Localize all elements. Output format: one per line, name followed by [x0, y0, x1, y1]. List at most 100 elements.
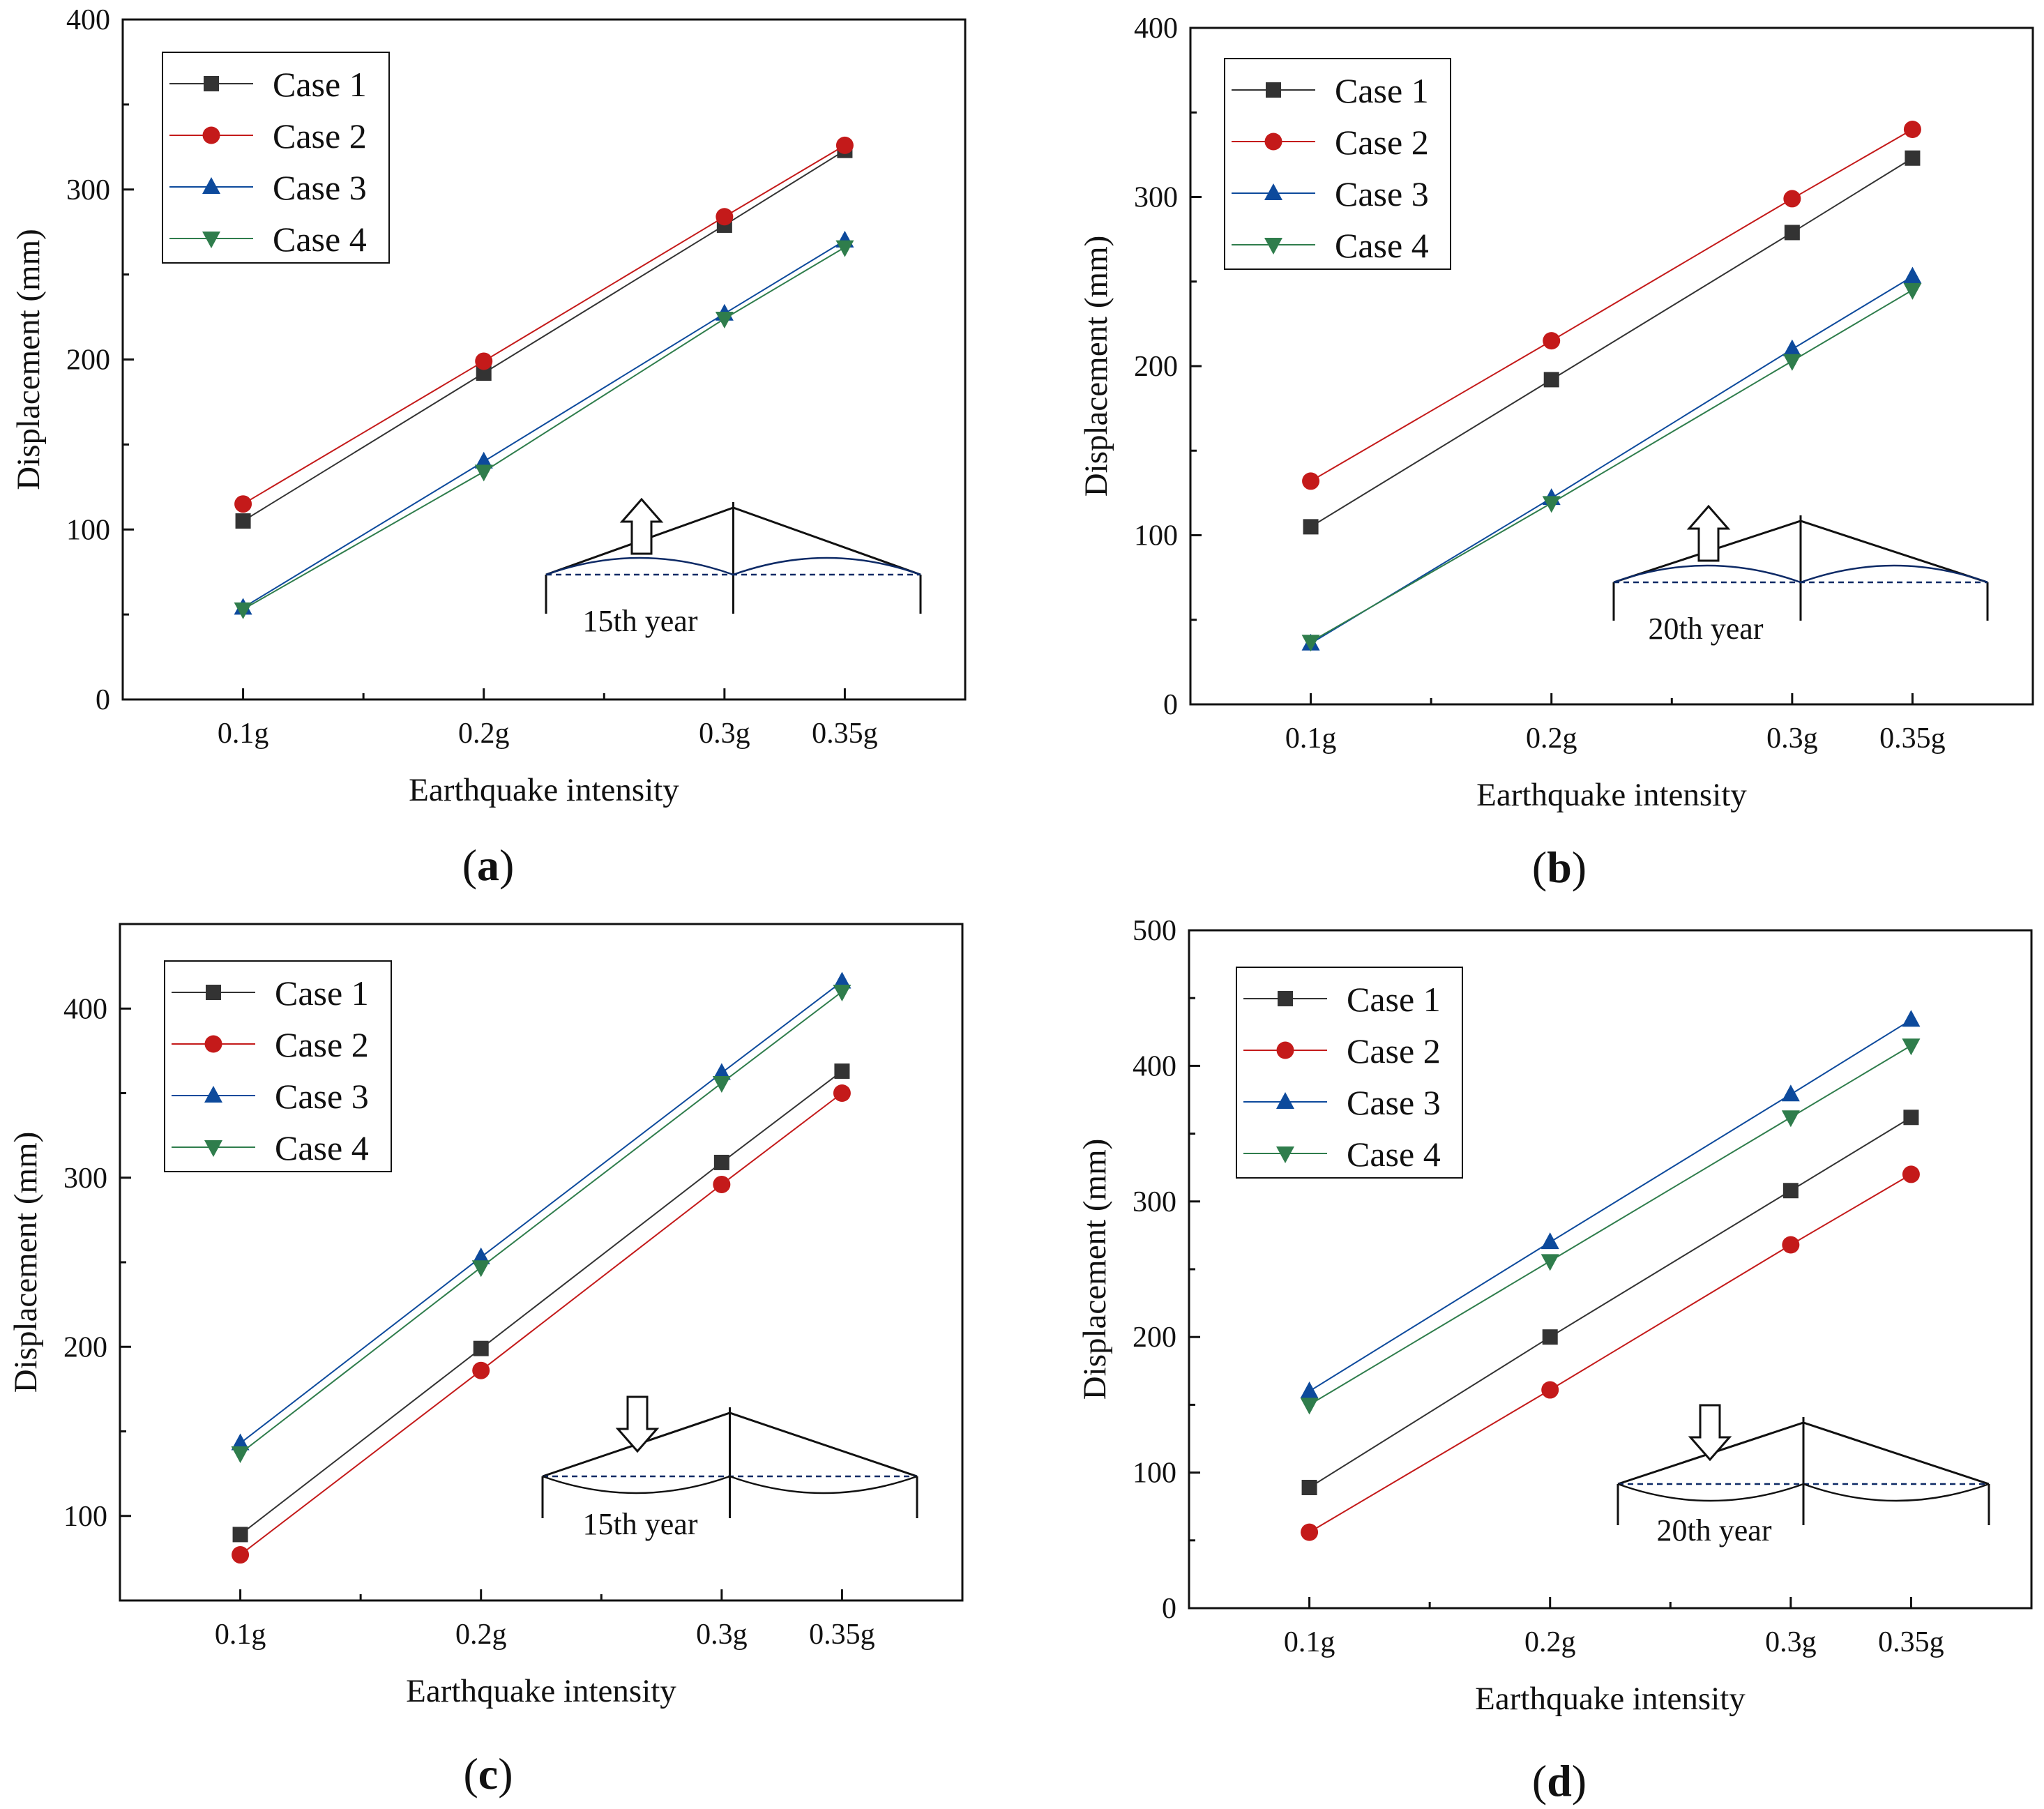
data-point-case-2 — [475, 352, 493, 370]
x-tick-label: 0.1g — [1284, 1626, 1335, 1658]
x-tick-label: 0.3g — [696, 1619, 748, 1651]
data-point-case-1 — [473, 1340, 489, 1356]
x-tick-label: 0.3g — [1765, 1626, 1817, 1658]
x-tick-label: 0.3g — [1766, 722, 1818, 755]
y-tick-label: 400 — [63, 993, 107, 1025]
x-tick-label: 0.35g — [809, 1619, 875, 1651]
series-line-case-2 — [1310, 128, 1913, 482]
series-line-case-4 — [243, 246, 845, 610]
legend-box — [164, 960, 392, 1172]
y-tick-label: 300 — [1134, 182, 1178, 214]
series-line-case-1 — [243, 149, 845, 522]
data-point-case-4 — [1301, 635, 1320, 652]
data-point-case-2 — [234, 495, 252, 513]
data-point-case-1 — [1543, 372, 1559, 388]
y-tick-label: 300 — [63, 1163, 107, 1195]
data-point-case-4 — [712, 1075, 731, 1093]
data-point-case-2 — [1302, 472, 1320, 490]
legend-marker — [1264, 238, 1282, 255]
data-point-case-2 — [1783, 190, 1801, 208]
legend-marker — [1276, 1041, 1294, 1059]
inset-label: 15th year — [583, 1507, 698, 1541]
panel-d: 0 100 200 300 400 500 0.1g 0.2g 0.3g 0.35g Earthqu… — [1077, 915, 2033, 1806]
data-point-case-2 — [835, 136, 854, 154]
y-tick-label: 0 — [96, 684, 110, 716]
legend-label: Case 1 — [1347, 980, 1441, 1019]
y-axis-title: Displacement (mm) — [1077, 1139, 1113, 1400]
data-point-case-3 — [712, 1063, 731, 1080]
legend-label: Case 4 — [273, 220, 367, 259]
inset-label: 20th year — [1657, 1513, 1772, 1547]
y-tick-label: 300 — [66, 174, 110, 206]
y-tick-label: 400 — [1134, 13, 1178, 45]
data-point-case-1 — [834, 1063, 850, 1079]
data-point-case-4 — [833, 985, 851, 1001]
data-point-case-3 — [1300, 1381, 1319, 1398]
legend-marker — [202, 177, 220, 194]
data-point-case-3 — [1781, 1084, 1800, 1102]
x-tick-label: 0.1g — [215, 1619, 266, 1651]
data-point-case-2 — [472, 1361, 490, 1379]
legend-marker — [204, 1086, 222, 1103]
y-tick-label: 100 — [66, 514, 110, 546]
series-line-case-4 — [239, 991, 843, 1454]
legend-label: Case 1 — [1335, 71, 1429, 110]
data-point-case-1 — [1905, 150, 1921, 166]
data-point-case-4 — [1903, 282, 1922, 300]
data-point-case-3 — [833, 971, 851, 989]
series-line-case-3 — [1310, 275, 1913, 644]
panel-label: (d) — [1532, 1756, 1587, 1806]
legend-label: Case 4 — [1335, 226, 1429, 265]
y-axis-title: Displacement (mm) — [10, 229, 47, 490]
inset-label: 20th year — [1649, 612, 1764, 646]
legend-label: Case 4 — [1347, 1135, 1441, 1174]
series-line-case-3 — [239, 981, 843, 1444]
y-tick-label: 200 — [66, 345, 110, 377]
legend-label: Case 2 — [1347, 1031, 1441, 1070]
x-tick-label: 0.35g — [812, 718, 878, 750]
data-point-case-1 — [1301, 1479, 1317, 1495]
legend-marker — [1264, 183, 1282, 200]
y-tick-label: 200 — [63, 1331, 107, 1363]
data-point-case-1 — [1542, 1329, 1558, 1345]
data-point-case-1 — [232, 1527, 248, 1543]
arrow-down-icon — [1688, 1404, 1732, 1462]
inset-deformed-arc — [545, 557, 734, 576]
panel-b: 0 100 200 300 400 0.1g 0.2g 0.3g 0.35g Earthquake… — [1078, 13, 2034, 892]
x-tick-label: 0.1g — [218, 718, 269, 750]
data-point-case-4 — [715, 312, 734, 328]
legend-marker — [1266, 82, 1281, 98]
data-point-case-4 — [1782, 354, 1801, 371]
legend-marker — [202, 126, 220, 144]
data-point-case-2 — [1543, 332, 1561, 350]
inset-label: 15th year — [583, 604, 698, 638]
x-tick-label: 0.3g — [699, 718, 750, 750]
data-point-case-1 — [476, 365, 492, 381]
inset-deformed-arc — [1617, 1483, 1804, 1502]
x-tick-label: 0.35g — [1879, 722, 1946, 755]
x-tick-label: 0.1g — [1285, 722, 1337, 755]
y-tick-label: 100 — [1133, 1458, 1176, 1490]
legend-marker — [1276, 1092, 1294, 1109]
x-tick-label: 0.2g — [1526, 722, 1577, 755]
y-tick-label: 500 — [1133, 915, 1176, 947]
data-point-case-1 — [235, 513, 251, 529]
legend-marker — [204, 1035, 222, 1053]
data-point-case-2 — [1902, 1165, 1920, 1183]
data-point-case-3 — [1903, 266, 1922, 284]
data-point-case-2 — [833, 1084, 851, 1102]
data-point-case-4 — [835, 240, 854, 257]
data-point-case-2 — [713, 1175, 731, 1193]
arrow-down-icon — [615, 1395, 660, 1453]
legend-label: Case 4 — [275, 1128, 369, 1167]
y-tick-label: 300 — [1133, 1186, 1176, 1218]
panel-a: 0 100 200 300 400 0.1g 0.2g 0.3g 0.35g Earthquake… — [10, 4, 967, 890]
data-point-case-4 — [471, 1260, 490, 1278]
y-tick-label: 200 — [1133, 1322, 1176, 1354]
data-point-case-2 — [1541, 1381, 1559, 1399]
legend-box — [1224, 58, 1451, 270]
series-line-case-4 — [1310, 289, 1913, 643]
panel-label: (b) — [1532, 842, 1587, 892]
inset-deformed-arc — [729, 1475, 918, 1494]
